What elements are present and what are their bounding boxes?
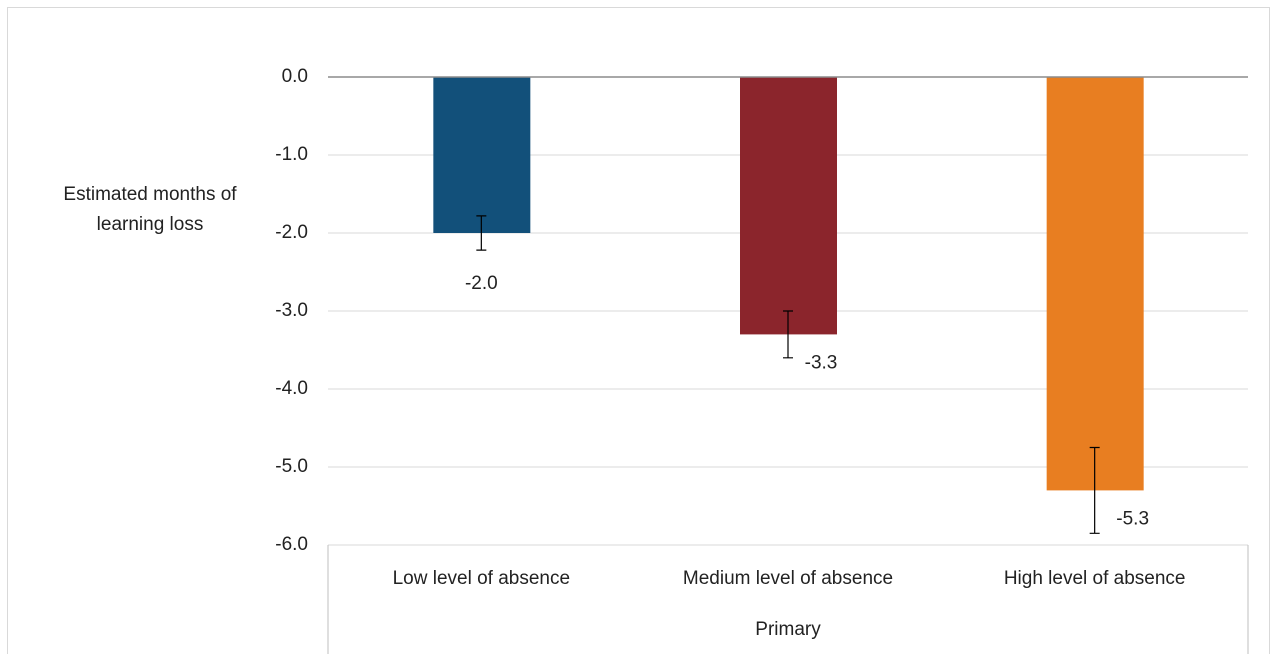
bar xyxy=(740,77,837,335)
y-tick-label: -1.0 xyxy=(275,144,308,165)
y-tick-label: -3.0 xyxy=(275,300,308,321)
y-tick-label: 0.0 xyxy=(282,66,308,87)
x-tick-label: Low level of absence xyxy=(393,568,570,589)
x-tick-label: High level of absence xyxy=(1004,568,1186,589)
data-label: -5.3 xyxy=(1116,508,1149,529)
data-label: -2.0 xyxy=(465,273,498,294)
chart-border xyxy=(7,7,1270,654)
error-bar xyxy=(476,215,487,251)
y-tick-label: -4.0 xyxy=(275,378,308,399)
y-axis-title: Estimated months of learning loss xyxy=(63,184,237,235)
y-tick-label: -5.0 xyxy=(275,456,308,477)
bar xyxy=(1046,77,1144,491)
error-bar xyxy=(783,310,793,359)
y-tick-label: -6.0 xyxy=(275,534,308,555)
error-bar xyxy=(1089,446,1100,534)
y-tick-label: -2.0 xyxy=(275,222,308,243)
data-label: -3.3 xyxy=(805,352,838,373)
bar xyxy=(433,77,531,233)
x-tick-label: Medium level of absence xyxy=(683,568,893,589)
group-label: Primary xyxy=(755,619,821,640)
